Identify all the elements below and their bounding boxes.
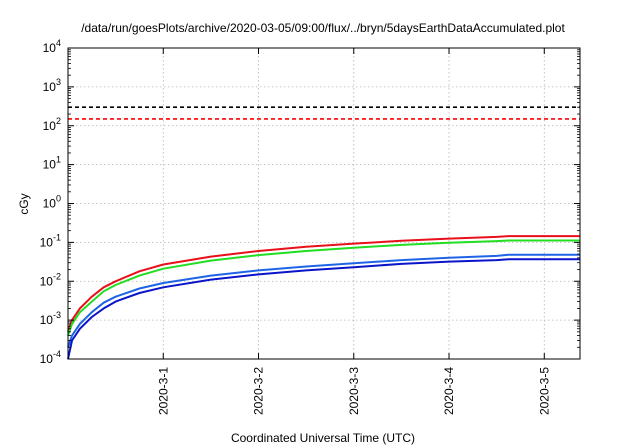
y-tick-label: 10-4: [40, 349, 61, 366]
y-tick-label: 100: [43, 194, 61, 211]
series-line: [67, 235, 580, 333]
y-tick-label: 103: [43, 77, 61, 94]
series-line: [67, 258, 580, 360]
threshold-lines: [68, 106, 580, 120]
y-tick-label: 10-1: [40, 232, 61, 249]
series-line: [67, 253, 580, 348]
y-tick-label: 102: [43, 116, 61, 133]
chart-title: /data/run/goesPlots/archive/2020-03-05/0…: [81, 21, 565, 35]
y-tick-label: 10-2: [40, 271, 61, 288]
x-tick-label: 2020-3-5: [537, 367, 551, 415]
series-line: [67, 239, 580, 336]
x-axis-label: Coordinated Universal Time (UTC): [231, 431, 415, 445]
y-tick-label: 101: [43, 155, 61, 172]
x-tick-label: 2020-3-3: [347, 367, 361, 415]
y-tick-label: 104: [43, 38, 61, 55]
y-tick-label: 10-3: [40, 310, 61, 327]
y-axis-label: cGy: [17, 193, 31, 214]
x-tick-label: 2020-3-1: [156, 367, 170, 415]
grid-lines: [68, 48, 580, 359]
data-series: [67, 235, 580, 360]
x-tick-label: 2020-3-4: [442, 367, 456, 415]
x-tick-label: 2020-3-2: [252, 367, 266, 415]
y-axis-ticks: 10-4 10-3 10-2 10-1 100 101 102 103 104: [40, 38, 580, 366]
x-axis-ticks: 2020-3-1 2020-3-2 2020-3-3 2020-3-4 2020-3-5: [156, 48, 551, 415]
